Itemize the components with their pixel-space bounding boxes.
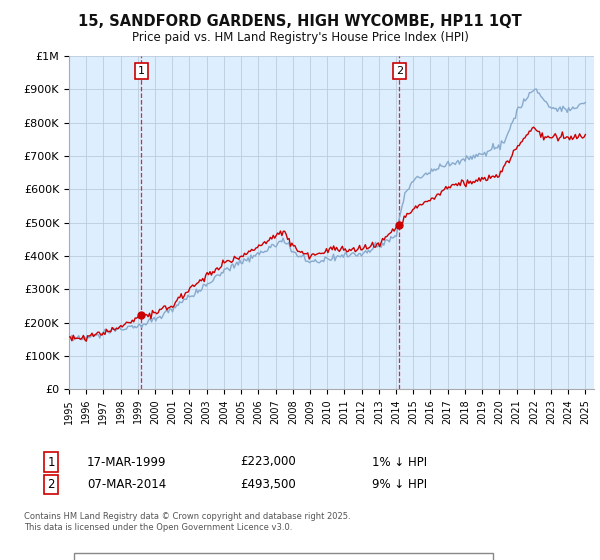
Text: £223,000: £223,000 [240, 455, 296, 469]
Text: 1% ↓ HPI: 1% ↓ HPI [372, 455, 427, 469]
Text: £493,500: £493,500 [240, 478, 296, 491]
Text: Price paid vs. HM Land Registry's House Price Index (HPI): Price paid vs. HM Land Registry's House … [131, 31, 469, 44]
Text: 15, SANDFORD GARDENS, HIGH WYCOMBE, HP11 1QT: 15, SANDFORD GARDENS, HIGH WYCOMBE, HP11… [78, 14, 522, 29]
Text: 9% ↓ HPI: 9% ↓ HPI [372, 478, 427, 491]
Text: 1: 1 [138, 66, 145, 76]
Text: Contains HM Land Registry data © Crown copyright and database right 2025.
This d: Contains HM Land Registry data © Crown c… [24, 512, 350, 532]
Text: 2: 2 [47, 478, 55, 491]
Legend: 15, SANDFORD GARDENS, HIGH WYCOMBE, HP11 1QT (detached house), HPI: Average pric: 15, SANDFORD GARDENS, HIGH WYCOMBE, HP11… [74, 553, 493, 560]
Text: 1: 1 [47, 455, 55, 469]
Text: 2: 2 [396, 66, 403, 76]
Text: 07-MAR-2014: 07-MAR-2014 [87, 478, 166, 491]
Text: 17-MAR-1999: 17-MAR-1999 [87, 455, 167, 469]
